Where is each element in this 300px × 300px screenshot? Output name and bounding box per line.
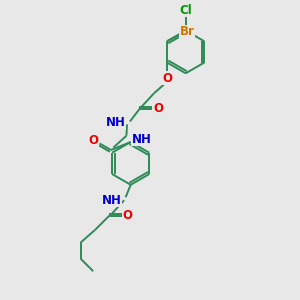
Text: NH: NH (102, 194, 122, 207)
Text: Br: Br (180, 25, 195, 38)
Text: O: O (123, 209, 133, 222)
Text: O: O (88, 134, 98, 147)
Text: O: O (162, 72, 172, 85)
Text: NH: NH (106, 116, 125, 130)
Text: Cl: Cl (179, 4, 192, 17)
Text: NH: NH (132, 133, 152, 146)
Text: O: O (153, 103, 163, 116)
